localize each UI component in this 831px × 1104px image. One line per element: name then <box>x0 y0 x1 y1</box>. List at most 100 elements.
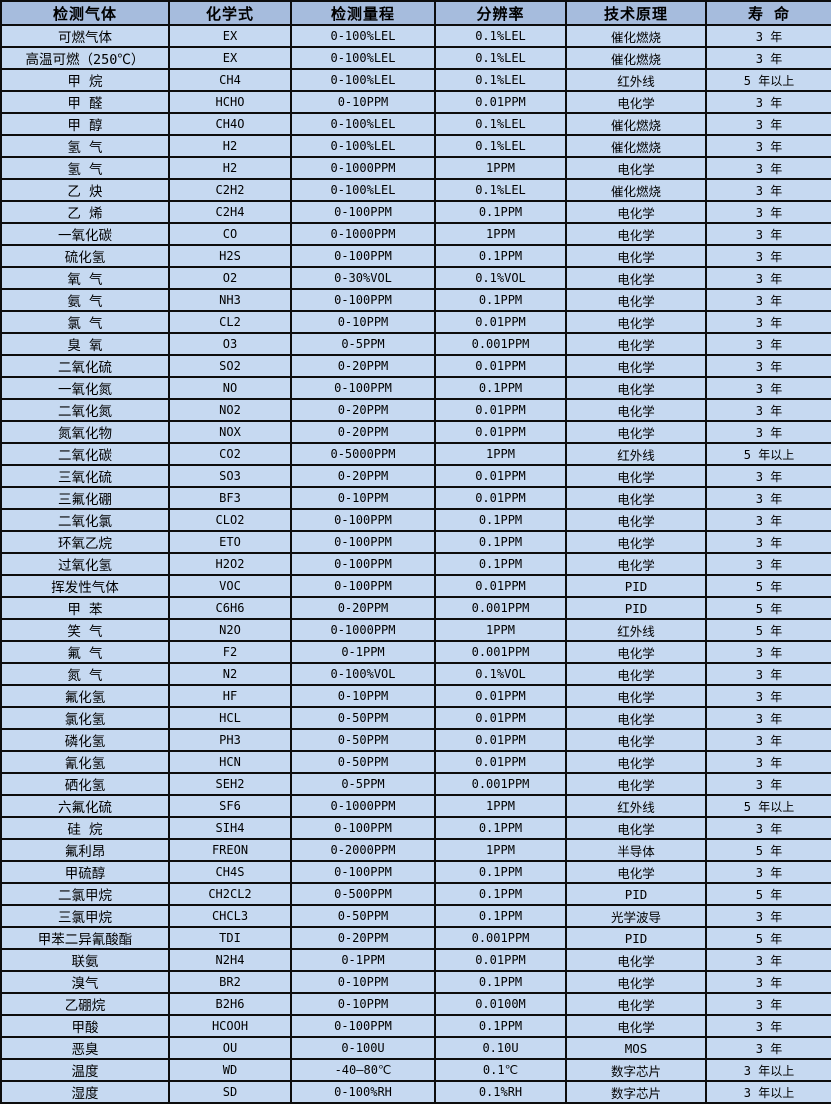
cell-range: 0-20PPM <box>290 596 436 620</box>
cell-lifespan: 3 年 <box>705 332 831 356</box>
cell-principle: 电化学 <box>565 310 707 334</box>
cell-gas: 高温可燃（250℃） <box>0 46 170 70</box>
cell-gas: 湿度 <box>0 1080 170 1104</box>
table-row: 氧 气 O2 0-30%VOL 0.1%VOL 电化学 3 年 <box>0 266 831 290</box>
cell-principle: 红外线 <box>565 68 707 92</box>
table-row: 甲 醇 CH4O 0-100%LEL 0.1%LEL 催化燃烧 3 年 <box>0 112 831 136</box>
cell-formula: HCHO <box>168 90 292 114</box>
cell-lifespan: 5 年 <box>705 838 831 862</box>
cell-range: 0-1000PPM <box>290 156 436 180</box>
cell-gas: 六氟化硫 <box>0 794 170 818</box>
cell-resolution: 0.1%LEL <box>434 46 567 70</box>
cell-range: 0-100PPM <box>290 530 436 554</box>
cell-lifespan: 3 年以上 <box>705 1080 831 1104</box>
cell-gas: 过氧化氢 <box>0 552 170 576</box>
table-row: 溴气 BR2 0-10PPM 0.1PPM 电化学 3 年 <box>0 970 831 994</box>
column-header-resolution: 分辨率 <box>434 0 567 26</box>
table-row: 环氧乙烷 ETO 0-100PPM 0.1PPM 电化学 3 年 <box>0 530 831 554</box>
cell-formula: OU <box>168 1036 292 1060</box>
cell-range: 0-50PPM <box>290 706 436 730</box>
cell-resolution: 1PPM <box>434 442 567 466</box>
cell-gas: 二氯甲烷 <box>0 882 170 906</box>
cell-range: 0-1000PPM <box>290 618 436 642</box>
cell-lifespan: 5 年 <box>705 882 831 906</box>
cell-range: 0-100PPM <box>290 1014 436 1038</box>
cell-principle: 电化学 <box>565 266 707 290</box>
cell-gas: 二氧化氮 <box>0 398 170 422</box>
cell-lifespan: 3 年以上 <box>705 1058 831 1082</box>
cell-principle: 催化燃烧 <box>565 178 707 202</box>
cell-gas: 挥发性气体 <box>0 574 170 598</box>
column-header-principle: 技术原理 <box>565 0 707 26</box>
cell-gas: 三氯甲烷 <box>0 904 170 928</box>
cell-formula: NO2 <box>168 398 292 422</box>
cell-formula: C6H6 <box>168 596 292 620</box>
cell-principle: 电化学 <box>565 750 707 774</box>
cell-resolution: 0.001PPM <box>434 926 567 950</box>
cell-principle: 电化学 <box>565 508 707 532</box>
column-header-lifespan: 寿 命 <box>705 0 831 26</box>
table-row: 过氧化氢 H2O2 0-100PPM 0.1PPM 电化学 3 年 <box>0 552 831 576</box>
cell-principle: 电化学 <box>565 288 707 312</box>
table-row: 可燃气体 EX 0-100%LEL 0.1%LEL 催化燃烧 3 年 <box>0 24 831 48</box>
table-row: 甲硫醇 CH4S 0-100PPM 0.1PPM 电化学 3 年 <box>0 860 831 884</box>
table-row: 二氧化硫 SO2 0-20PPM 0.01PPM 电化学 3 年 <box>0 354 831 378</box>
cell-lifespan: 5 年以上 <box>705 442 831 466</box>
cell-lifespan: 5 年 <box>705 618 831 642</box>
cell-lifespan: 3 年 <box>705 530 831 554</box>
cell-principle: 电化学 <box>565 860 707 884</box>
cell-formula: H2 <box>168 156 292 180</box>
cell-range: 0-50PPM <box>290 750 436 774</box>
cell-formula: CO2 <box>168 442 292 466</box>
cell-gas: 温度 <box>0 1058 170 1082</box>
cell-formula: HCN <box>168 750 292 774</box>
cell-resolution: 0.001PPM <box>434 772 567 796</box>
cell-formula: CHCL3 <box>168 904 292 928</box>
table-row: 乙硼烷 B2H6 0-10PPM 0.0100M 电化学 3 年 <box>0 992 831 1016</box>
table-row: 硫化氢 H2S 0-100PPM 0.1PPM 电化学 3 年 <box>0 244 831 268</box>
cell-principle: 电化学 <box>565 552 707 576</box>
cell-principle: 数字芯片 <box>565 1080 707 1104</box>
cell-principle: PID <box>565 574 707 598</box>
table-row: 氟利昂 FREON 0-2000PPM 1PPM 半导体 5 年 <box>0 838 831 862</box>
cell-gas: 甲酸 <box>0 1014 170 1038</box>
table-body: 可燃气体 EX 0-100%LEL 0.1%LEL 催化燃烧 3 年高温可燃（250℃） E… <box>0 24 831 1104</box>
cell-range: 0-20PPM <box>290 420 436 444</box>
table-row: 氯 气 CL2 0-10PPM 0.01PPM 电化学 3 年 <box>0 310 831 334</box>
cell-formula: WD <box>168 1058 292 1082</box>
table-row: 氟 气 F2 0-1PPM 0.001PPM 电化学 3 年 <box>0 640 831 664</box>
cell-principle: 电化学 <box>565 530 707 554</box>
cell-principle: 红外线 <box>565 618 707 642</box>
table-row: 三氟化硼 BF3 0-10PPM 0.01PPM 电化学 3 年 <box>0 486 831 510</box>
cell-resolution: 0.01PPM <box>434 398 567 422</box>
cell-lifespan: 3 年 <box>705 904 831 928</box>
cell-range: 0-100PPM <box>290 244 436 268</box>
cell-resolution: 0.1PPM <box>434 244 567 268</box>
table-row: 湿度 SD 0-100%RH 0.1%RH 数字芯片 3 年以上 <box>0 1080 831 1104</box>
table-row: 乙 炔 C2H2 0-100%LEL 0.1%LEL 催化燃烧 3 年 <box>0 178 831 202</box>
cell-resolution: 0.01PPM <box>434 486 567 510</box>
cell-range: 0-20PPM <box>290 354 436 378</box>
table-row: 甲苯二异氰酸酯 TDI 0-20PPM 0.001PPM PID 5 年 <box>0 926 831 950</box>
cell-range: 0-50PPM <box>290 904 436 928</box>
cell-gas: 氮氧化物 <box>0 420 170 444</box>
cell-formula: SO3 <box>168 464 292 488</box>
cell-range: 0-10PPM <box>290 970 436 994</box>
table-row: 硅 烷 SIH4 0-100PPM 0.1PPM 电化学 3 年 <box>0 816 831 840</box>
table-row: 乙 烯 C2H4 0-100PPM 0.1PPM 电化学 3 年 <box>0 200 831 224</box>
cell-lifespan: 3 年 <box>705 508 831 532</box>
cell-formula: ETO <box>168 530 292 554</box>
cell-range: 0-100PPM <box>290 574 436 598</box>
cell-gas: 氮 气 <box>0 662 170 686</box>
cell-lifespan: 3 年 <box>705 90 831 114</box>
table-row: 氨 气 NH3 0-100PPM 0.1PPM 电化学 3 年 <box>0 288 831 312</box>
cell-principle: 催化燃烧 <box>565 46 707 70</box>
cell-gas: 恶臭 <box>0 1036 170 1060</box>
table-row: 臭 氧 O3 0-5PPM 0.001PPM 电化学 3 年 <box>0 332 831 356</box>
cell-range: 0-5PPM <box>290 332 436 356</box>
cell-range: 0-50PPM <box>290 728 436 752</box>
cell-lifespan: 3 年 <box>705 398 831 422</box>
cell-resolution: 0.1℃ <box>434 1058 567 1082</box>
cell-resolution: 0.1%LEL <box>434 24 567 48</box>
